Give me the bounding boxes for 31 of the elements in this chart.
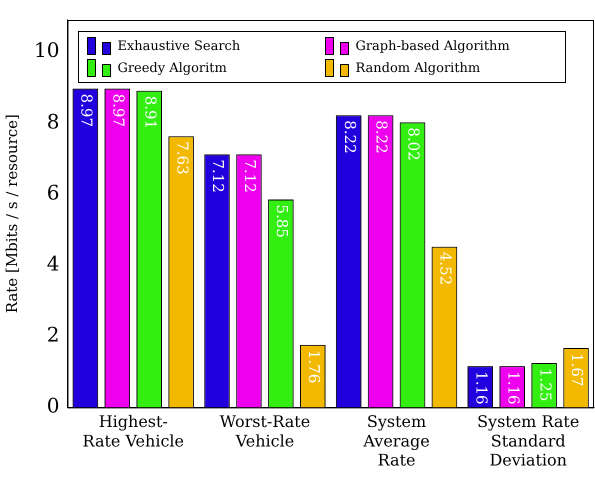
y-tick-label: 2	[46, 322, 60, 347]
legend-label: Random Algorithm	[355, 60, 480, 76]
data-label: 8.97	[77, 94, 96, 127]
legend-label: Exhaustive Search	[117, 38, 240, 54]
data-label: 8.91	[141, 96, 160, 130]
y-tick-label: 8	[46, 109, 60, 134]
data-label: 8.22	[372, 120, 391, 154]
data-label: 8.97	[109, 94, 128, 127]
data-label: 8.02	[404, 127, 423, 161]
data-label: 7.12	[209, 159, 228, 193]
data-label: 1.67	[568, 353, 586, 386]
data-label: 7.12	[241, 159, 260, 193]
legend-label: Graph-based Algorithm	[355, 38, 510, 54]
data-label: 4.52	[436, 252, 455, 286]
x-tick-label: Worst-Rate Vehicle	[220, 412, 310, 450]
legend-label: Greedy Algoritm	[117, 60, 227, 76]
data-label: 7.63	[173, 141, 192, 175]
y-tick-label: 4	[46, 251, 60, 276]
data-label: 1.25	[536, 368, 554, 402]
y-tick-label: 0	[46, 394, 60, 418]
data-label: 1.76	[304, 350, 323, 384]
x-tick-label: Highest- Rate Vehicle	[82, 412, 184, 450]
y-tick-label: 6	[46, 180, 60, 204]
y-axis-title: Rate [Mbits / s / resource]	[2, 114, 21, 314]
x-tick-label: System Rate Standard Deviation	[477, 412, 580, 470]
data-label: 1.16	[504, 371, 522, 405]
x-tick-label: System Average Rate	[362, 412, 430, 470]
y-tick-label: 10	[34, 38, 60, 62]
data-label: 8.22	[340, 120, 359, 154]
data-label: 5.85	[272, 204, 291, 238]
data-label: 1.16	[472, 371, 490, 405]
